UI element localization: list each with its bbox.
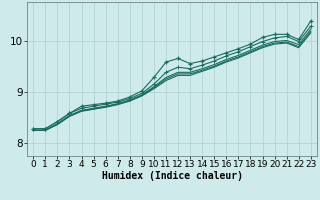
X-axis label: Humidex (Indice chaleur): Humidex (Indice chaleur) [101,171,243,181]
